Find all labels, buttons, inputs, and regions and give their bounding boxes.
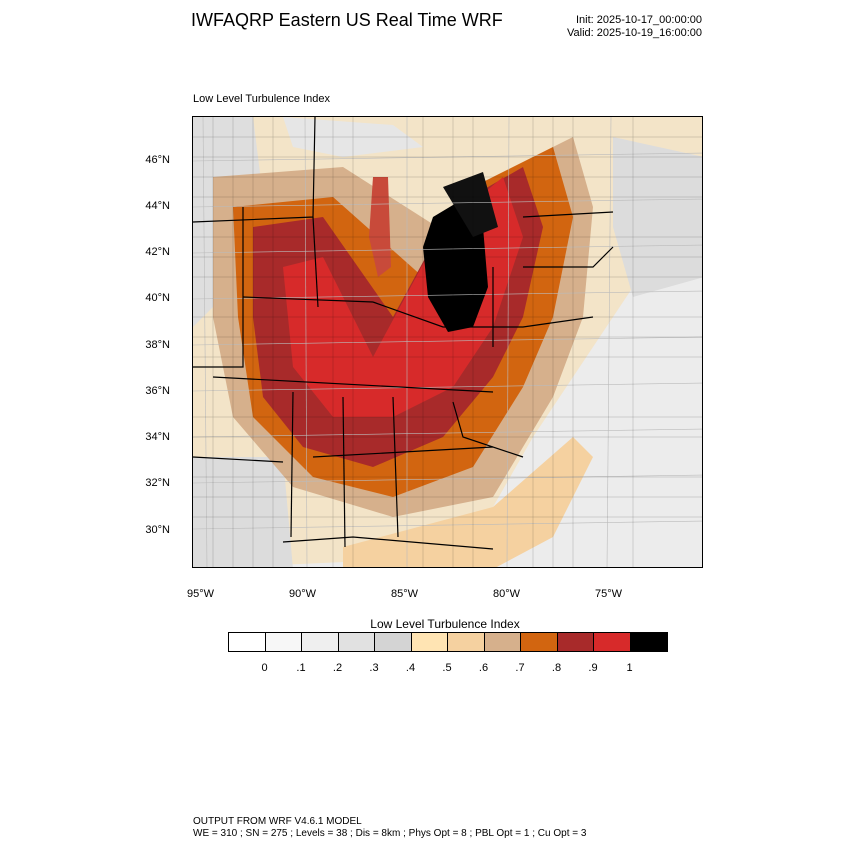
init-time: Init: 2025-10-17_00:00:00 (576, 14, 702, 26)
colorbar-tick-label: .7 (515, 662, 525, 674)
lake-huron (443, 172, 498, 237)
lon-label: 85°W (391, 588, 419, 600)
valid-time: Valid: 2025-10-19_16:00:00 (567, 27, 702, 39)
model-config: WE = 310 ; SN = 275 ; Levels = 38 ; Dis … (193, 828, 587, 839)
model-info: OUTPUT FROM WRF V4.6.1 MODEL WE = 310 ; … (193, 816, 586, 840)
model-version: OUTPUT FROM WRF V4.6.1 MODEL (193, 816, 362, 827)
lon-label: 95°W (187, 588, 215, 600)
lat-label: 38°N (145, 339, 170, 351)
colorbar-title: Low Level Turbulence Index (370, 617, 520, 631)
map-graphic (193, 117, 702, 567)
colorbar-tick-label: .4 (405, 662, 416, 674)
colorbar-swatch (521, 633, 558, 651)
colorbar-tick-label: .2 (332, 662, 343, 674)
colorbar-swatch (375, 633, 412, 651)
colorbar-tick-label: .3 (369, 662, 379, 674)
turbulence-map (192, 116, 703, 568)
colorbar-swatch (448, 633, 485, 651)
lat-label: 34°N (145, 431, 170, 443)
lon-label: 80°W (493, 588, 521, 600)
southwest-low-region (193, 457, 293, 567)
lat-label: 42°N (145, 246, 170, 258)
lon-label: 75°W (595, 588, 623, 600)
colorbar-swatch (594, 633, 631, 651)
county-borders (193, 117, 702, 567)
lat-label: 44°N (145, 200, 170, 212)
colorbar-swatch (484, 633, 521, 651)
colorbar-tick-label: .5 (442, 662, 452, 674)
colorbar-swatch (302, 633, 339, 651)
state-borders (193, 117, 614, 550)
page-title: IWFAQRP Eastern US Real Time WRF (191, 10, 503, 30)
panel-label: Low Level Turbulence Index (193, 93, 330, 105)
colorbar-tick-label: .1 (296, 662, 306, 674)
southeast-band (343, 437, 593, 567)
graticule (193, 117, 702, 567)
colorbar-swatch (630, 633, 667, 651)
colorbar (228, 632, 668, 652)
northeast-low-region (613, 137, 702, 297)
lat-label: 32°N (145, 477, 170, 489)
colorbar-tick-label: 0 (261, 662, 268, 674)
colorbar-tick-label: .6 (478, 662, 489, 674)
colorbar-tick-label: .9 (588, 662, 598, 674)
colorbar-swatch (411, 633, 448, 651)
colorbar-swatch (229, 633, 266, 651)
lake-superior (283, 117, 423, 157)
lake-michigan (369, 177, 391, 277)
colorbar-swatch (265, 633, 302, 651)
colorbar-swatch (338, 633, 375, 651)
lat-label: 40°N (145, 292, 170, 304)
colorbar-swatch (557, 633, 594, 651)
lon-label: 90°W (289, 588, 317, 600)
lat-label: 46°N (145, 154, 170, 166)
colorbar-tick-label: .8 (551, 662, 562, 674)
time-info: Init: 2025-10-17_00:00:00 Valid: 2025-10… (567, 14, 702, 40)
colorbar-tick-label: 1 (626, 662, 633, 674)
lat-label: 30°N (145, 524, 170, 536)
lat-label: 36°N (145, 385, 170, 397)
